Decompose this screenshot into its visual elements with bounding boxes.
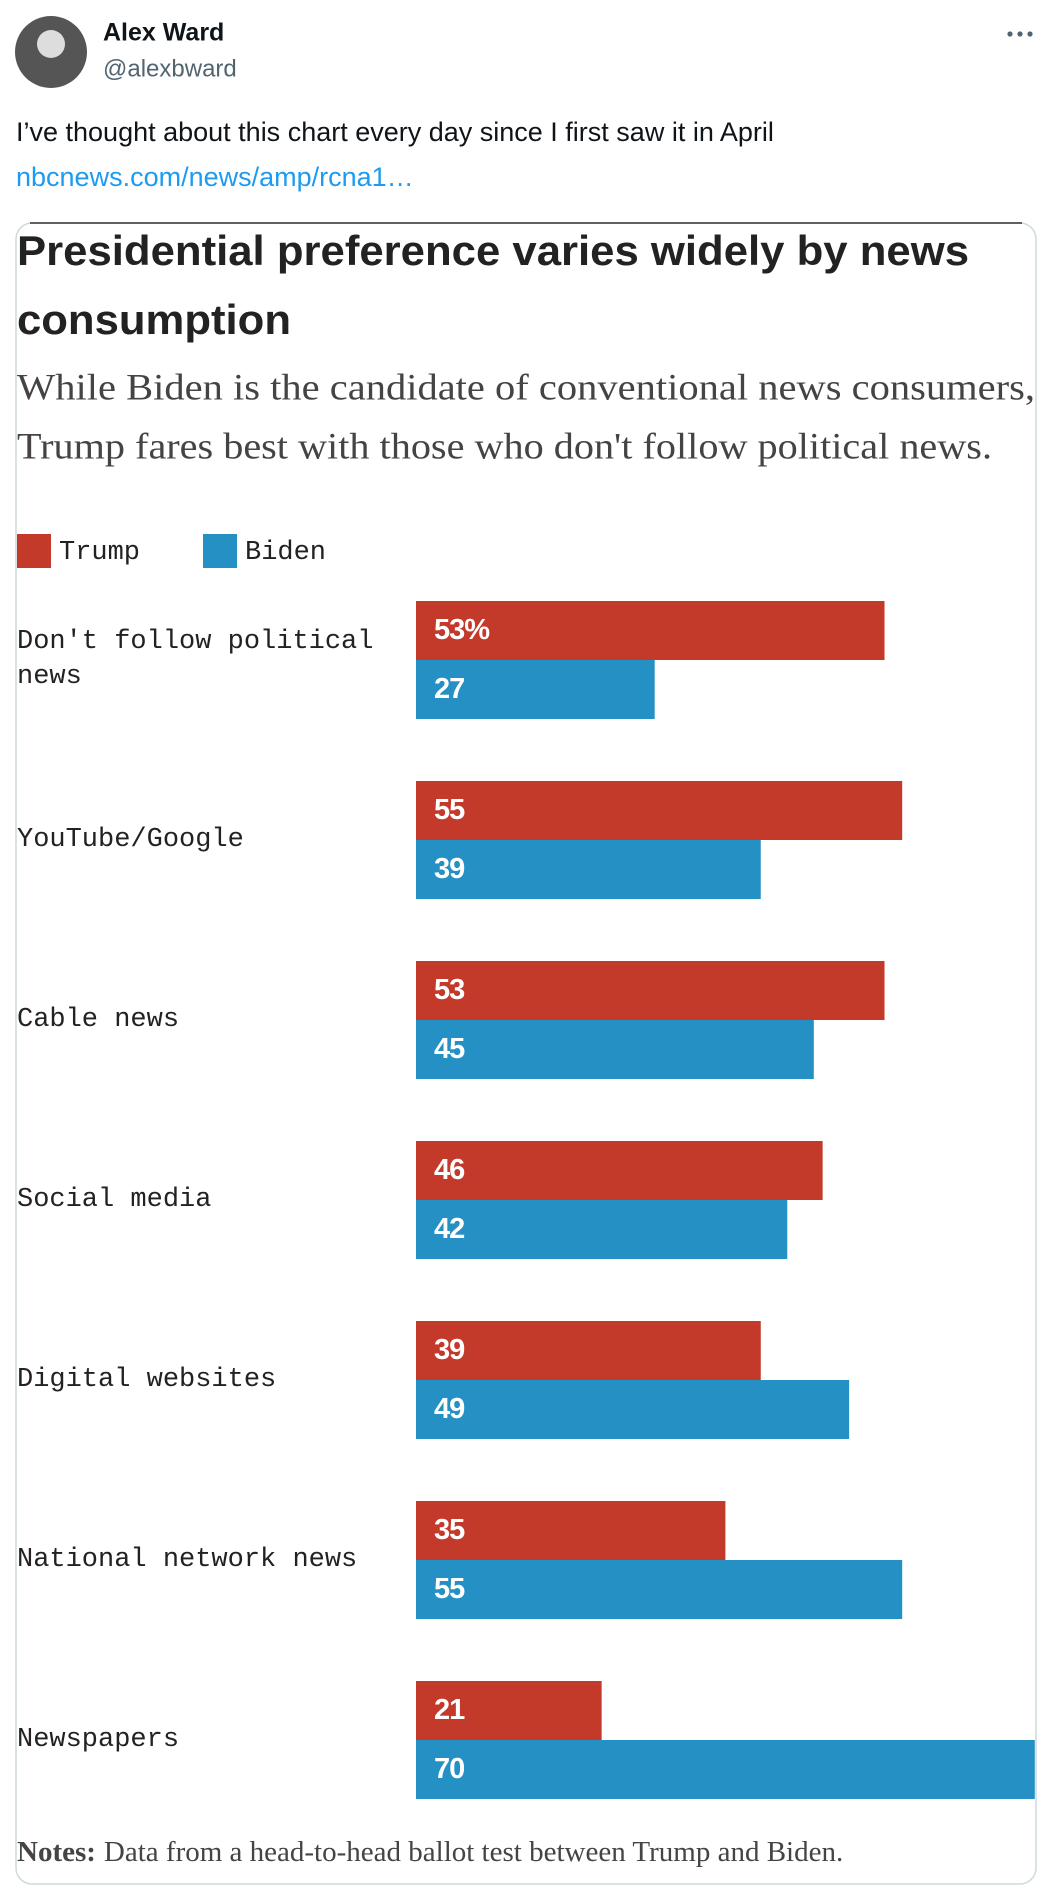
value-label: 45 — [434, 1033, 465, 1065]
category-label: YouTube/Google — [17, 824, 244, 855]
value-label: 46 — [434, 1154, 465, 1186]
category-label-box: Don't follow political news — [17, 627, 374, 692]
legend-swatch — [17, 534, 51, 568]
value-label: 42 — [434, 1213, 464, 1245]
chart-title: consumption — [17, 296, 291, 343]
bar — [416, 840, 761, 899]
value-label: 39 — [434, 853, 465, 885]
category-label-box: YouTube/Google — [17, 824, 244, 855]
bar — [416, 1501, 726, 1560]
value-label: 39 — [434, 1334, 465, 1366]
value-label: 49 — [434, 1393, 465, 1425]
avatar-face — [37, 30, 65, 58]
value-label: 53 — [434, 974, 465, 1006]
legend-label: Trump — [59, 538, 140, 568]
category-label: Don't follow political news — [17, 627, 374, 692]
tweet-text: I’ve thought about this chart every day … — [16, 117, 774, 147]
category-label: Cable news — [17, 1004, 180, 1035]
category-label: Social media — [17, 1184, 212, 1215]
legend-swatch — [203, 534, 237, 568]
category-label-box: Digital websites — [17, 1364, 277, 1395]
value-label: 35 — [434, 1514, 465, 1546]
author-handle[interactable]: @alexbward — [103, 55, 237, 82]
category-label: Newspapers — [17, 1724, 180, 1755]
category-label-box: Cable news — [17, 1004, 180, 1035]
tweet-link[interactable]: nbcnews.com/news/amp/rcna1… — [16, 162, 414, 192]
chart-subtitle: Trump fares best with those who don't fo… — [17, 426, 992, 467]
bar — [416, 1200, 788, 1259]
author-name[interactable]: Alex Ward — [103, 19, 224, 47]
bar — [416, 601, 885, 660]
value-label: 53% — [434, 614, 490, 646]
bar — [416, 781, 903, 840]
value-label: 27 — [434, 673, 464, 705]
notes-text: Data from a head-to-head ballot test bet… — [104, 1836, 843, 1868]
chart-notes: Notes: Data from a head-to-head ballot te… — [17, 1836, 843, 1868]
chart-subtitle: While Biden is the candidate of conventi… — [17, 367, 1035, 408]
more-menu[interactable] — [1007, 31, 1033, 37]
value-label: 70 — [434, 1753, 464, 1785]
bar — [416, 1380, 850, 1439]
bar — [416, 1020, 814, 1079]
category-label-box: National network news — [17, 1544, 358, 1575]
bar — [416, 1141, 823, 1200]
chart: Presidential preference varies widely by… — [17, 227, 1035, 1868]
category-label: Digital websites — [17, 1364, 277, 1395]
value-label: 55 — [434, 794, 465, 826]
category-label: National network news — [17, 1544, 358, 1575]
category-label-box: Social media — [17, 1184, 212, 1215]
bar — [416, 1681, 602, 1740]
value-label: 55 — [434, 1573, 465, 1605]
category-label-box: Newspapers — [17, 1724, 180, 1755]
bar — [416, 1560, 903, 1619]
bar — [416, 1321, 761, 1380]
bar — [416, 660, 655, 719]
legend-label: Biden — [245, 538, 326, 568]
value-label: 21 — [434, 1694, 465, 1726]
notes-label: Notes: — [17, 1836, 96, 1868]
bar — [416, 961, 885, 1020]
bar — [416, 1740, 1035, 1799]
chart-title: Presidential preference varies widely by… — [17, 227, 969, 274]
